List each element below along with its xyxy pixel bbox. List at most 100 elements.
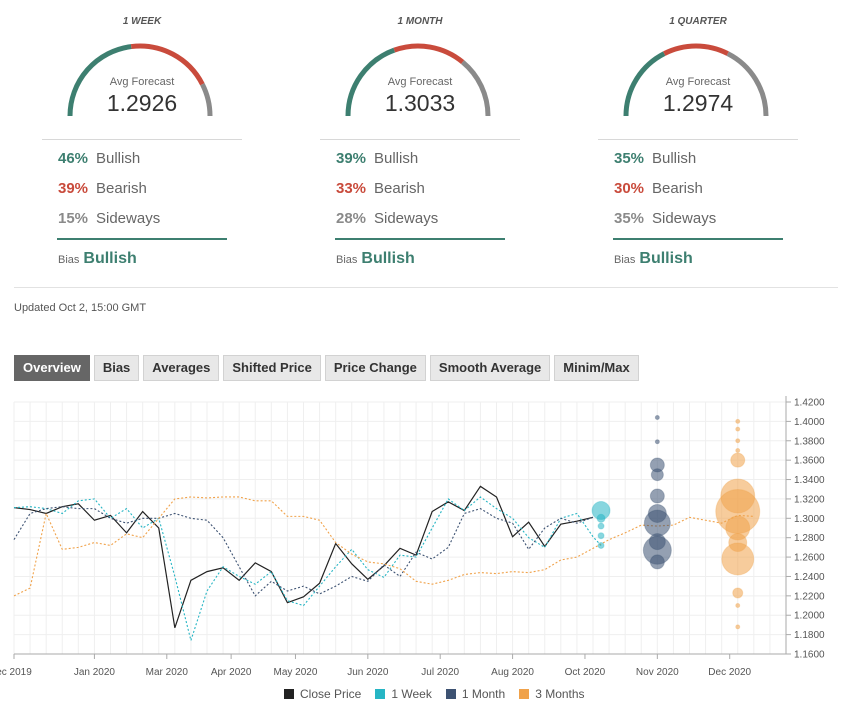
legend-label: 3 Months <box>535 687 585 701</box>
bias-row: Bias Bullish <box>336 250 415 268</box>
3-months-forecast-bubble <box>735 426 741 432</box>
sideways-arc <box>200 83 213 117</box>
period-title: 1 MONTH <box>397 16 443 27</box>
bearish-arc <box>130 43 205 86</box>
avg-forecast-label: Avg Forecast <box>387 76 453 88</box>
1-month-line <box>13 506 594 597</box>
1-week-forecast-bubble <box>597 532 605 540</box>
y-tick-label: 1.3000 <box>794 514 825 525</box>
x-tick-label: May 2020 <box>273 667 317 678</box>
1-week-forecast-bubble <box>597 522 605 530</box>
sideways-stat: 15% Sideways <box>58 210 160 227</box>
bullish-pct: 35% <box>614 150 645 167</box>
chart-tabs: Overview Bias Averages Shifted Price Price C… <box>14 355 639 381</box>
sideways-pct: 15% <box>58 210 89 227</box>
y-tick-label: 1.2200 <box>794 591 825 602</box>
updated-timestamp: Updated Oct 2, 15:00 GMT <box>14 302 147 314</box>
divider <box>598 139 798 140</box>
bullish-stat: 39% Bullish <box>336 150 418 167</box>
bias-value: Bullish <box>83 250 137 267</box>
period-title: 1 WEEK <box>122 16 162 27</box>
3-months-line <box>13 496 754 597</box>
bullish-arc <box>345 47 396 117</box>
sideways-label: Sideways <box>652 210 717 227</box>
1-month-forecast-bubble <box>654 439 660 445</box>
bearish-stat: 39% Bearish <box>58 180 147 197</box>
legend-item-1-month[interactable]: 1 Month <box>445 687 506 701</box>
x-tick-label: Oct 2020 <box>565 667 606 678</box>
bearish-stat: 33% Bearish <box>336 180 425 197</box>
sideways-label: Sideways <box>374 210 439 227</box>
1-month-forecast-bubble <box>654 415 660 421</box>
sideways-pct: 28% <box>336 210 367 227</box>
3-months-forecast-bubble <box>735 624 741 630</box>
gauge-card-3: 1 QUARTER Avg Forecast 1.2974 35% Bullish… <box>598 0 798 280</box>
bias-label: Bias <box>614 254 636 266</box>
legend-swatch <box>445 689 456 699</box>
close-price-line <box>13 485 594 629</box>
y-tick-label: 1.3800 <box>794 436 825 447</box>
bias-divider <box>613 238 783 240</box>
3-months-forecast-bubble <box>735 603 741 609</box>
gauge-card-2: 1 MONTH Avg Forecast 1.3033 39% Bullish 3… <box>320 0 520 280</box>
divider <box>14 287 838 288</box>
tab-price-change[interactable]: Price Change <box>324 355 426 381</box>
bullish-arc <box>623 51 666 117</box>
bearish-pct: 39% <box>58 180 89 197</box>
1-week-forecast-bubble <box>596 513 606 523</box>
avg-forecast-label: Avg Forecast <box>665 76 731 88</box>
3-months-forecast-bubble <box>732 587 744 599</box>
bullish-label: Bullish <box>374 150 419 167</box>
y-tick-label: 1.2400 <box>794 572 825 583</box>
y-tick-label: 1.3400 <box>794 475 825 486</box>
x-tick-label: Aug 2020 <box>491 667 534 678</box>
sentiment-gauge <box>345 43 491 117</box>
3-months-forecast-bubble <box>735 447 741 453</box>
x-tick-label: Apr 2020 <box>211 667 252 678</box>
bias-divider <box>335 238 505 240</box>
sideways-pct: 35% <box>614 210 645 227</box>
tab-bias[interactable]: Bias <box>93 355 140 381</box>
1-month-forecast-bubble <box>649 488 665 504</box>
bias-divider <box>57 238 227 240</box>
legend-label: 1 Week <box>391 687 432 701</box>
bullish-pct: 46% <box>58 150 89 167</box>
tab-shifted-price[interactable]: Shifted Price <box>223 355 321 381</box>
divider <box>42 139 242 140</box>
x-tick-label: Mar 2020 <box>146 667 189 678</box>
bearish-label: Bearish <box>374 180 425 197</box>
divider <box>320 139 520 140</box>
tab-minim-max[interactable]: Minim/Max <box>554 355 639 381</box>
bias-row: Bias Bullish <box>58 250 137 268</box>
sentiment-gauge <box>67 43 213 117</box>
sideways-label: Sideways <box>96 210 161 227</box>
legend-swatch <box>284 689 294 699</box>
gauge-card-1: 1 WEEK Avg Forecast 1.2926 46% Bullish 39… <box>42 0 242 280</box>
sentiment-gauge <box>623 43 769 117</box>
bullish-stat: 46% Bullish <box>58 150 140 167</box>
1-month-forecast-bubble <box>649 554 665 570</box>
bearish-arc <box>663 43 729 56</box>
legend-swatch <box>375 689 386 699</box>
chart-legend: Close Price 1 Week 1 Month 3 Months <box>284 687 585 701</box>
x-tick-label: Nov 2020 <box>636 667 679 678</box>
legend-item-1-week[interactable]: 1 Week <box>375 687 432 701</box>
3-months-forecast-bubble <box>721 542 755 576</box>
tab-averages[interactable]: Averages <box>143 355 220 381</box>
y-tick-label: 1.3200 <box>794 494 825 505</box>
bias-value: Bullish <box>361 250 415 267</box>
bullish-arc <box>67 44 132 117</box>
x-tick-label: ec 2019 <box>0 667 32 678</box>
x-tick-label: Jan 2020 <box>74 667 116 678</box>
tab-overview[interactable]: Overview <box>14 355 90 381</box>
x-tick-label: Jul 2020 <box>421 667 459 678</box>
bearish-pct: 33% <box>336 180 367 197</box>
y-tick-label: 1.2800 <box>794 533 825 544</box>
bullish-stat: 35% Bullish <box>614 150 696 167</box>
y-tick-label: 1.2600 <box>794 553 825 564</box>
legend-item-3-months[interactable]: 3 Months <box>519 687 585 701</box>
legend-item-close-price[interactable]: Close Price <box>284 687 361 701</box>
bearish-label: Bearish <box>652 180 703 197</box>
legend-label: 1 Month <box>461 687 506 701</box>
tab-smooth-average[interactable]: Smooth Average <box>429 355 551 381</box>
